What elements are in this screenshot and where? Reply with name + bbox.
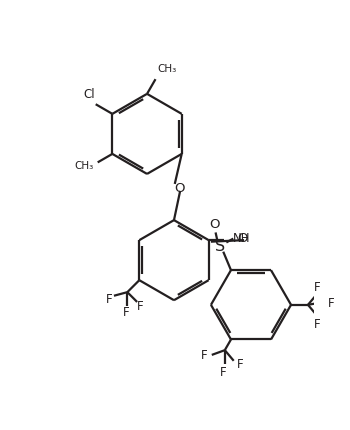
Text: NH: NH <box>233 231 251 244</box>
Text: O: O <box>210 217 220 230</box>
Text: F: F <box>220 366 226 378</box>
Text: F: F <box>123 305 130 318</box>
Text: F: F <box>106 292 113 305</box>
Text: CH₃: CH₃ <box>75 160 94 170</box>
Text: Cl: Cl <box>84 88 95 101</box>
Text: F: F <box>237 357 243 371</box>
Text: S: S <box>215 239 225 253</box>
Text: O: O <box>174 181 185 194</box>
Text: F: F <box>314 317 320 330</box>
Text: O: O <box>237 231 248 244</box>
Text: F: F <box>328 296 334 309</box>
Text: F: F <box>314 280 320 293</box>
Text: CH₃: CH₃ <box>157 64 176 74</box>
Text: F: F <box>201 349 208 362</box>
Text: F: F <box>137 299 143 312</box>
